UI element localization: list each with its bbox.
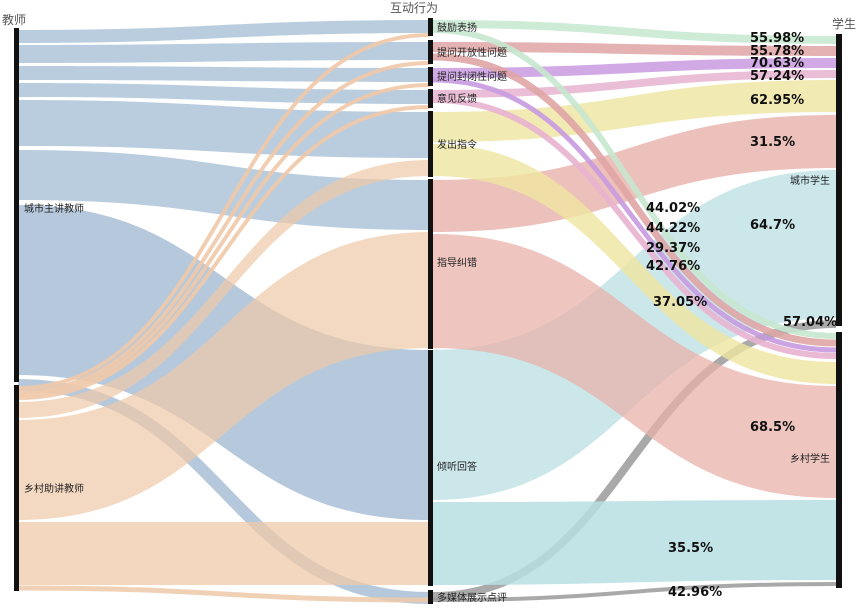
behavior-student-flows <box>432 20 837 602</box>
label-open-q: 提问开放性问题 <box>437 46 507 59</box>
pct-guide-rural: 68.5% <box>750 420 795 435</box>
node-command <box>428 111 433 177</box>
node-encourage <box>428 18 433 36</box>
flow-rural-open-q <box>17 61 431 394</box>
flow-city-encourage <box>18 20 430 43</box>
pct-open-q-rural: 44.22% <box>646 221 700 236</box>
node-rural-student <box>836 332 842 588</box>
pct-feedback-rural: 42.76% <box>646 259 700 274</box>
pct-open-q-city: 55.78% <box>750 44 804 59</box>
pct-command-rural: 37.05% <box>653 295 707 310</box>
node-media <box>428 590 433 604</box>
flow-city-command <box>18 100 430 158</box>
flow-city-open-q <box>18 42 430 63</box>
flow-rural-media <box>17 585 431 603</box>
percentage-labels: 55.98% 55.78% 70.63% 57.24% 62.95% 31.5%… <box>646 31 837 600</box>
label-listen: 倾听回答 <box>437 460 477 473</box>
pct-feedback-city: 57.24% <box>750 69 804 84</box>
flow-rural-closed-q <box>17 83 431 397</box>
flow-guide-city <box>433 115 836 232</box>
flow-encourage-rural <box>432 27 837 339</box>
flow-rural-encourage <box>17 33 431 390</box>
pct-closed-q-city: 70.63% <box>750 56 804 71</box>
pct-media-rural: 42.96% <box>668 585 722 600</box>
flow-closed-q-rural <box>432 77 837 353</box>
label-command: 发出指令 <box>437 138 477 151</box>
column-title-teachers: 教师 <box>2 12 26 27</box>
label-encourage: 鼓励表扬 <box>437 21 477 34</box>
flow-rural-listen <box>18 522 430 585</box>
pct-encourage-city: 55.98% <box>750 31 804 46</box>
label-rural-student: 乡村学生 <box>790 452 830 465</box>
teacher-behavior-flows <box>17 20 431 604</box>
student-nodes <box>836 34 842 588</box>
node-open-q <box>428 40 433 64</box>
pct-listen-city: 64.7% <box>750 218 795 233</box>
flow-listen-rural <box>433 500 836 585</box>
node-guide <box>428 179 433 349</box>
label-city-student: 城市学生 <box>790 174 830 187</box>
flow-closed-q-city <box>433 58 836 78</box>
pct-guide-city: 31.5% <box>750 135 795 150</box>
node-closed-q <box>428 67 433 86</box>
teacher-nodes <box>14 28 19 591</box>
label-rural-teacher: 乡村助讲教师 <box>24 482 84 495</box>
flow-open-q-rural <box>432 53 837 347</box>
node-feedback <box>428 89 433 108</box>
node-listen <box>428 350 433 586</box>
behavior-nodes <box>428 18 433 604</box>
pct-command-city: 62.95% <box>750 93 804 108</box>
label-guide: 指导纠错 <box>437 256 477 269</box>
flow-rural-guide <box>18 232 430 520</box>
label-closed-q: 提问封闭性问题 <box>437 70 507 83</box>
node-city-teacher <box>14 28 19 382</box>
flow-command-rural <box>433 144 836 384</box>
flow-city-guide <box>18 150 430 230</box>
label-city-teacher: 城市主讲教师 <box>24 202 84 215</box>
pct-listen-rural: 35.5% <box>668 541 713 556</box>
flow-feedback-rural <box>432 97 837 359</box>
flow-media-rural <box>432 582 837 602</box>
pct-encourage-rural: 44.02% <box>646 201 700 216</box>
column-title-behaviors: 互动行为 <box>390 1 438 15</box>
flow-encourage-city <box>433 20 836 44</box>
label-feedback: 意见反馈 <box>437 92 477 105</box>
node-rural-teacher <box>14 385 19 591</box>
pct-media-city: 57.04% <box>783 315 837 330</box>
flow-rural-command <box>18 160 430 418</box>
flow-rural-feedback <box>17 105 431 400</box>
column-title-students: 学生 <box>832 16 856 31</box>
label-media: 多媒体展示点评 <box>437 591 507 604</box>
flow-open-q-city <box>433 42 836 56</box>
node-city-student <box>836 34 842 326</box>
flow-guide-rural <box>433 234 836 498</box>
pct-closed-q-rural: 29.37% <box>646 241 700 256</box>
